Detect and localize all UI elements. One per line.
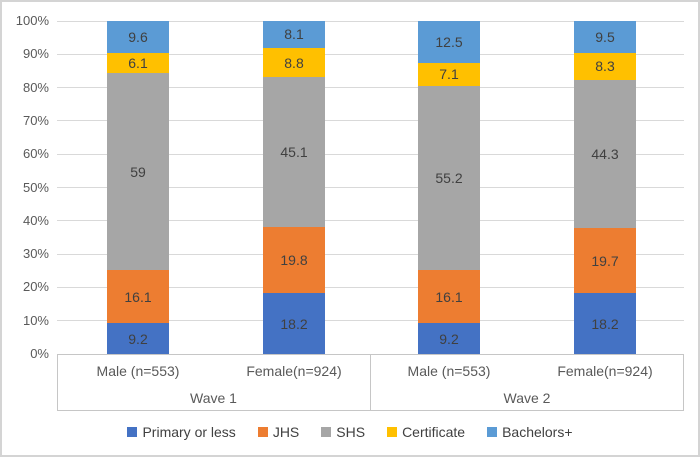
legend-label: Certificate [402,424,466,440]
data-label: 8.8 [284,54,304,71]
legend-item: Bachelors+ [487,424,573,440]
y-axis-tick-label: 50% [22,179,49,195]
y-axis-tick-label: 10% [22,312,49,328]
gridline [57,153,684,155]
legend-label: Primary or less [142,424,236,440]
bar-segment: 7.1 [418,62,480,87]
gridline [57,187,684,188]
gridline [57,120,684,122]
data-label: 6.1 [128,55,148,72]
data-label: 8.3 [595,58,615,75]
group-label: Wave 2 [503,390,551,406]
bar-segment: 9.6 [107,21,169,53]
bar-segment: 19.7 [574,227,636,294]
legend-swatch-icon [257,427,268,437]
y-axis-tick-label: 80% [22,79,49,95]
legend-item: SHS [321,424,365,440]
data-label: 9.5 [595,28,615,45]
bar-segment: 9.5 [574,21,636,53]
y-axis-tick-label: 90% [22,46,49,62]
gridline [57,53,684,55]
data-label: 44.3 [591,146,619,162]
bar-segment: 55.2 [418,86,480,270]
bar-segment: 8.1 [263,21,325,48]
data-label: 18.2 [280,315,308,332]
legend-swatch-icon [127,427,138,437]
group-label: Wave 1 [190,390,237,406]
bar: 8.1 8.8 45.1 19.8 18.2 [263,21,325,354]
data-label: 55.2 [435,170,463,187]
y-axis-tick-label: 20% [22,279,49,295]
data-label: 45.1 [280,144,308,161]
gridline [57,220,684,222]
bar-segment: 9.2 [107,323,169,354]
category-label: Female(n=924) [557,363,653,379]
bar-segment: 18.2 [263,293,325,354]
gridline [57,286,684,288]
bar-segment: 19.8 [263,227,325,294]
bar-segment: 18.2 [574,293,636,354]
y-axis-tick-label: 60% [22,146,49,162]
legend-label: Bachelors+ [502,424,573,440]
category-axis-divider [370,354,371,411]
legend-item: Certificate [387,424,465,440]
bar-segment: 45.1 [263,77,325,228]
data-label: 19.7 [591,252,619,269]
legend: Primary or less JHS SHS Certificate Bachelor… [2,424,698,440]
gridline [57,320,684,322]
bar-segment: 16.1 [107,269,169,324]
y-axis-tick-label: 70% [22,112,49,128]
y-axis-tick-label: 100% [15,13,49,28]
data-label: 8.1 [284,26,304,43]
legend-item: Primary or less [127,424,236,440]
legend-item: JHS [257,424,300,440]
bar: 12.5 7.1 55.2 16.1 9.2 [418,21,480,355]
bar-segment: 59 [107,73,169,270]
category-label: Female(n=924) [246,363,342,379]
data-label: 7.1 [439,66,459,83]
y-axis-tick-label: 40% [22,212,49,228]
data-label: 59 [130,163,146,180]
gridline [57,87,684,89]
legend-swatch-icon [487,427,498,437]
bar-segment: 8.3 [574,52,636,81]
category-label: Male (n=553) [96,363,180,379]
gridline [57,20,684,22]
bar-segment: 44.3 [574,80,636,228]
legend-label: JHS [272,424,300,440]
bar-segment: 8.8 [263,47,325,78]
y-axis-tick-label: 0% [30,346,49,361]
bar-segment: 6.1 [107,52,169,74]
data-label: 19.8 [280,252,308,269]
data-label: 18.2 [591,315,619,332]
bar-segment: 9.2 [418,323,480,355]
data-label: 9.6 [128,28,148,45]
gridline [57,253,684,255]
legend-swatch-icon [321,427,332,437]
legend-swatch-icon [387,427,398,437]
category-label: Male (n=553) [407,363,491,379]
bar-segment: 16.1 [418,269,480,324]
data-label: 16.1 [435,288,463,305]
bar-segment: 12.5 [418,21,480,63]
data-label: 9.2 [439,330,459,347]
bar: 9.6 6.1 59 16.1 9.2 [107,21,169,354]
data-label: 12.5 [435,33,463,50]
bar: 9.5 8.3 44.3 19.7 18.2 [574,21,636,354]
data-label: 16.1 [124,288,152,305]
y-axis-tick-label: 30% [22,246,49,262]
data-label: 9.2 [128,330,148,347]
legend-label: SHS [336,424,366,440]
